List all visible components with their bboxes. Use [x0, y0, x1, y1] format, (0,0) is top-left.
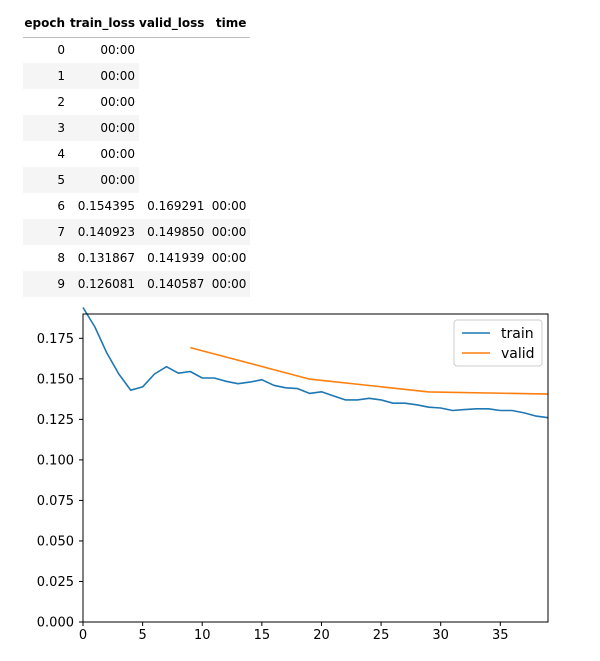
x-tick-label: 20	[313, 628, 330, 643]
cell-train-loss: 0.154395	[69, 193, 139, 219]
x-tick-label: 25	[373, 628, 390, 643]
cell-empty	[208, 115, 250, 141]
header-train-loss: train_loss	[69, 9, 139, 37]
table-row: 5 00:00	[23, 167, 250, 193]
cell-empty	[208, 63, 250, 89]
table-row: 8 0.131867 0.141939 00:00	[23, 245, 250, 271]
cell-time: 00:00	[208, 193, 250, 219]
y-tick-label: 0.025	[37, 575, 74, 590]
cell-epoch: 5	[23, 167, 69, 193]
cell-empty	[208, 141, 250, 167]
cell-epoch: 9	[23, 271, 69, 297]
results-table: epoch train_loss valid_loss time 0 00:00 1…	[23, 9, 250, 297]
cell-valid-loss: 0.141939	[139, 245, 208, 271]
legend-label-train: train	[501, 326, 534, 342]
cell-epoch: 0	[23, 37, 69, 63]
table-row: 6 0.154395 0.169291 00:00	[23, 193, 250, 219]
cell-empty	[208, 167, 250, 193]
cell-epoch: 4	[23, 141, 69, 167]
cell-valid-loss: 0.169291	[139, 193, 208, 219]
cell-valid-loss: 0.140587	[139, 271, 208, 297]
cell-train-loss: 0.126081	[69, 271, 139, 297]
cell-time: 00:00	[69, 63, 139, 89]
y-tick-label: 0.100	[37, 453, 74, 468]
cell-epoch: 8	[23, 245, 69, 271]
cell-epoch: 7	[23, 219, 69, 245]
y-tick-label: 0.150	[37, 372, 74, 387]
x-tick-label: 35	[492, 628, 509, 643]
cell-valid-loss	[139, 37, 208, 63]
cell-epoch: 1	[23, 63, 69, 89]
legend-label-valid: valid	[501, 346, 535, 362]
x-tick-label: 5	[138, 628, 146, 643]
header-time: time	[208, 9, 250, 37]
table-row: 0 00:00	[23, 37, 250, 63]
header-epoch: epoch	[23, 9, 69, 37]
cell-valid-loss: 0.149850	[139, 219, 208, 245]
y-tick-label: 0.125	[37, 413, 74, 428]
x-tick-label: 0	[79, 628, 87, 643]
table-header-row: epoch train_loss valid_loss time	[23, 9, 250, 37]
cell-valid-loss	[139, 167, 208, 193]
loss-chart: 0 5 10 15 20 25 30 35 0.000 0.025 0.050 0.075 0.100 0…	[0, 300, 600, 661]
cell-valid-loss	[139, 89, 208, 115]
cell-time: 00:00	[69, 141, 139, 167]
table-row: 4 00:00	[23, 141, 250, 167]
y-tick-label: 0.050	[37, 534, 74, 549]
cell-time: 00:00	[208, 245, 250, 271]
y-tick-label: 0.000	[37, 616, 74, 631]
cell-valid-loss	[139, 63, 208, 89]
table-body: 0 00:00 1 00:00 2 00:00 3 00:00 4 00:00 5 00:00 6 0.1…	[23, 37, 250, 297]
cell-empty	[208, 89, 250, 115]
table-row: 9 0.126081 0.140587 00:00	[23, 271, 250, 297]
cell-empty	[208, 37, 250, 63]
table-row: 1 00:00	[23, 63, 250, 89]
x-tick-label: 30	[432, 628, 449, 643]
cell-time: 00:00	[69, 37, 139, 63]
cell-epoch: 6	[23, 193, 69, 219]
header-valid-loss: valid_loss	[139, 9, 208, 37]
table-row: 7 0.140923 0.149850 00:00	[23, 219, 250, 245]
y-tick-label: 0.075	[37, 494, 74, 509]
cell-time: 00:00	[69, 115, 139, 141]
cell-time: 00:00	[208, 271, 250, 297]
x-tick-label: 15	[254, 628, 271, 643]
cell-train-loss: 0.131867	[69, 245, 139, 271]
cell-time: 00:00	[69, 89, 139, 115]
table-row: 2 00:00	[23, 89, 250, 115]
table-row: 3 00:00	[23, 115, 250, 141]
cell-train-loss: 0.140923	[69, 219, 139, 245]
y-tick-label: 0.175	[37, 332, 74, 347]
x-tick-label: 10	[194, 628, 211, 643]
cell-time: 00:00	[69, 167, 139, 193]
cell-valid-loss	[139, 141, 208, 167]
cell-valid-loss	[139, 115, 208, 141]
cell-epoch: 3	[23, 115, 69, 141]
cell-time: 00:00	[208, 219, 250, 245]
cell-epoch: 2	[23, 89, 69, 115]
